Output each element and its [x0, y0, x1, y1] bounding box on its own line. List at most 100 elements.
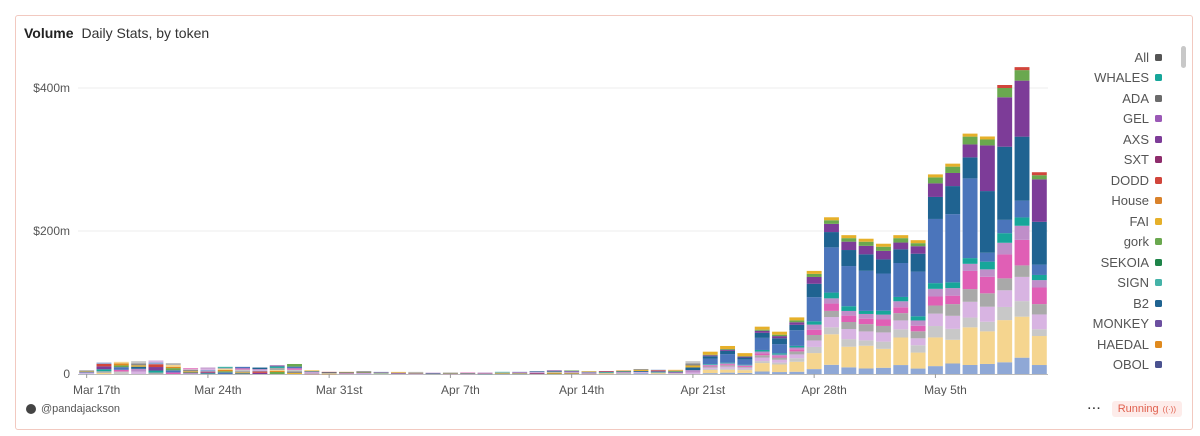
legend-item-sxt[interactable]: SXT — [1042, 150, 1162, 171]
bar-apr-3[interactable] — [373, 371, 389, 374]
bar-mar-18[interactable] — [96, 362, 112, 374]
bar-may-2[interactable] — [876, 243, 891, 374]
bar-segment — [217, 367, 233, 369]
bar-segment — [668, 370, 684, 371]
bar-apr-9[interactable] — [477, 372, 493, 375]
bar-mar-29[interactable] — [287, 363, 302, 374]
legend-item-obol[interactable]: OBOL — [1042, 355, 1162, 376]
bar-apr-16[interactable] — [598, 371, 614, 375]
legend-item-sekoia[interactable]: SEKOIA — [1042, 252, 1162, 273]
bar-apr-15[interactable] — [581, 371, 597, 375]
bar-apr-21[interactable] — [685, 361, 701, 374]
bar-may-1[interactable] — [858, 238, 874, 374]
bar-mar-26[interactable] — [235, 366, 251, 374]
bar-mar-23[interactable] — [183, 368, 199, 374]
legend-swatch — [1155, 299, 1162, 307]
bar-segment — [113, 361, 129, 364]
bar-apr-25[interactable] — [754, 326, 770, 374]
bar-apr-4[interactable] — [391, 371, 406, 375]
bar-segment — [79, 370, 95, 372]
bar-segment — [148, 364, 164, 368]
bar-apr-26[interactable] — [772, 331, 787, 374]
bar-apr-29[interactable] — [824, 217, 839, 374]
legend-item-gork[interactable]: gork — [1042, 232, 1162, 253]
bar-segment — [1014, 239, 1030, 266]
bar-apr-22[interactable] — [702, 351, 718, 374]
bar-apr-19[interactable] — [650, 369, 666, 374]
bar-apr-13[interactable] — [546, 370, 562, 375]
bar-mar-31[interactable] — [321, 371, 337, 375]
bar-segment — [824, 334, 839, 365]
bar-may-11[interactable] — [1031, 172, 1047, 374]
bar-apr-23[interactable] — [720, 345, 736, 374]
legend-label: HAEDAL — [1096, 336, 1149, 352]
bar-apr-7[interactable] — [442, 372, 458, 375]
bar-may-10[interactable] — [1014, 67, 1030, 374]
bar-segment — [200, 368, 216, 370]
bar-mar-25[interactable] — [217, 366, 233, 374]
legend-item-b2[interactable]: B2 — [1042, 293, 1162, 314]
bar-apr-27[interactable] — [789, 317, 805, 374]
bar-mar-20[interactable] — [131, 361, 147, 374]
legend-item-whales[interactable]: WHALES — [1042, 68, 1162, 89]
bar-segment — [893, 296, 909, 302]
bar-apr-2[interactable] — [356, 371, 372, 375]
bar-may-7[interactable] — [962, 133, 978, 374]
bar-apr-18[interactable] — [633, 368, 649, 374]
bar-mar-17[interactable] — [79, 370, 95, 375]
bar-apr-10[interactable] — [494, 371, 510, 375]
legend-scrollbar[interactable] — [1181, 46, 1186, 68]
bar-apr-14[interactable] — [564, 370, 580, 374]
legend-item-fai[interactable]: FAI — [1042, 211, 1162, 232]
bar-segment — [1014, 316, 1030, 358]
bar-mar-28[interactable] — [269, 365, 285, 374]
bar-may-5[interactable] — [927, 174, 943, 374]
bar-segment — [754, 329, 770, 331]
legend-item-sign[interactable]: SIGN — [1042, 273, 1162, 294]
bar-segment — [1014, 265, 1030, 277]
bar-top-segment — [824, 217, 839, 221]
x-tick-label: Mar 31st — [316, 383, 363, 396]
bar-mar-19[interactable] — [113, 361, 129, 374]
bar-apr-8[interactable] — [460, 372, 476, 375]
bar-may-6[interactable] — [945, 163, 961, 374]
bar-segment — [945, 166, 961, 173]
x-tick-label: Apr 7th — [441, 383, 480, 396]
bar-apr-30[interactable] — [841, 235, 857, 374]
bar-apr-24[interactable] — [737, 353, 753, 374]
legend-item-dodd[interactable]: DODD — [1042, 170, 1162, 191]
bar-may-4[interactable] — [910, 240, 926, 374]
bar-segment — [616, 372, 632, 373]
bar-mar-21[interactable] — [148, 360, 164, 374]
bar-apr-6[interactable] — [425, 372, 441, 375]
legend-item-all[interactable]: All — [1042, 47, 1162, 68]
bar-may-3[interactable] — [893, 235, 909, 374]
bar-may-9[interactable] — [997, 85, 1013, 374]
legend-item-house[interactable]: House — [1042, 191, 1162, 212]
legend-item-gel[interactable]: GEL — [1042, 109, 1162, 130]
bar-segment — [165, 366, 181, 369]
legend-item-haedal[interactable]: HAEDAL — [1042, 334, 1162, 355]
x-tick-label: Apr 14th — [559, 383, 604, 396]
bar-segment — [876, 319, 891, 326]
bar-may-8[interactable] — [979, 136, 995, 374]
legend-item-ada[interactable]: ADA — [1042, 88, 1162, 109]
bar-apr-5[interactable] — [408, 371, 424, 375]
bar-segment — [702, 356, 718, 359]
bar-apr-12[interactable] — [529, 371, 545, 374]
author-attribution[interactable]: @pandajackson — [26, 403, 120, 415]
bar-segment — [113, 365, 129, 368]
bar-apr-17[interactable] — [616, 370, 632, 375]
bar-mar-22[interactable] — [165, 363, 181, 374]
bar-apr-28[interactable] — [806, 270, 822, 374]
bar-mar-27[interactable] — [252, 367, 268, 374]
legend-item-monkey[interactable]: MONKEY — [1042, 314, 1162, 335]
bar-apr-20[interactable] — [668, 369, 684, 374]
bar-mar-30[interactable] — [304, 370, 320, 375]
legend-item-axs[interactable]: AXS — [1042, 129, 1162, 150]
bar-apr-11[interactable] — [512, 371, 528, 375]
bar-apr-1[interactable] — [339, 371, 354, 375]
more-options-icon[interactable]: ··· — [1087, 403, 1102, 415]
bar-mar-24[interactable] — [200, 367, 216, 374]
bar-segment — [546, 372, 562, 374]
